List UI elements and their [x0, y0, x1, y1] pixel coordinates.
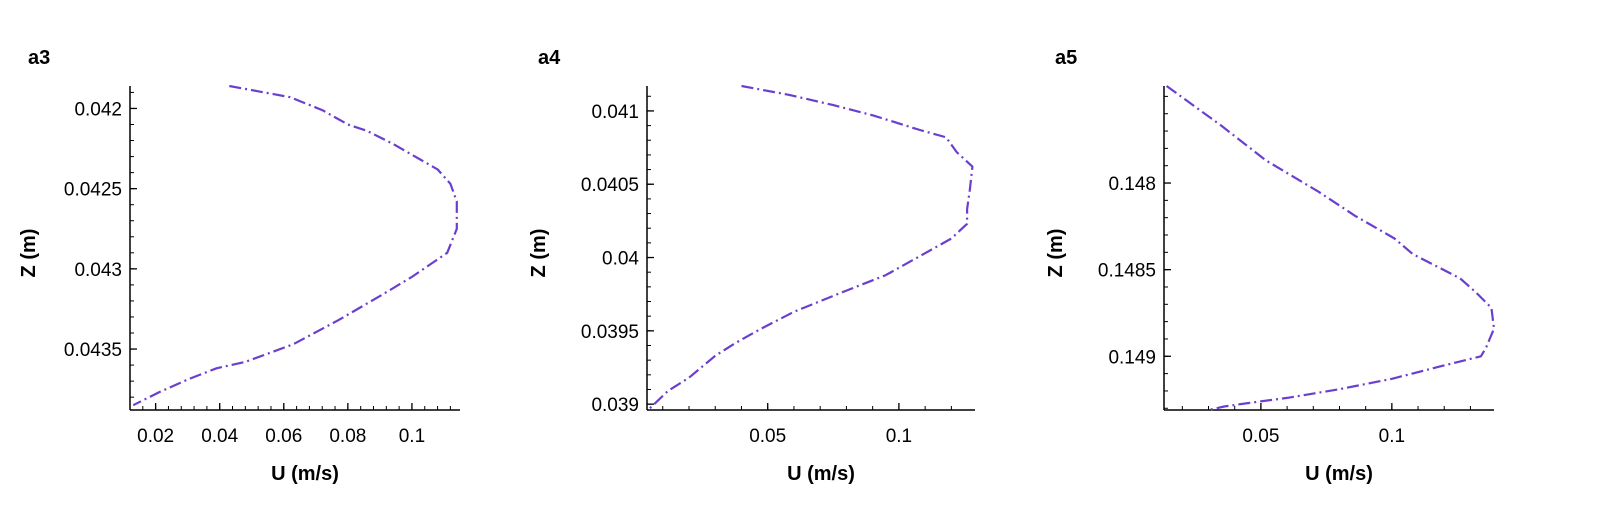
y-tick-label: 0.0405: [581, 175, 639, 196]
x-tick-label: 0.1: [1379, 426, 1405, 447]
y-tick-label: 0.043: [74, 260, 122, 281]
x-axis-title: U (m/s): [787, 463, 855, 485]
x-tick-label: 0.05: [1242, 426, 1279, 447]
panel-label: a5: [1055, 47, 1077, 69]
y-tick-label: 0.1485: [1098, 261, 1156, 282]
chart-panel-a3: 0.02 0.04 0.06 0.08 0.1 0.042 0.0425 0.043 0.043…: [18, 47, 460, 485]
x-tick-label: 0.06: [265, 426, 302, 447]
y-tick-label: 0.042: [74, 99, 122, 120]
x-tick-label: 0.1: [886, 426, 912, 447]
series-line-0: [1165, 85, 1496, 412]
y-tick-label: 0.041: [591, 102, 639, 123]
y-tick-label: 0.0425: [64, 180, 122, 201]
x-tick-label: 0.08: [329, 426, 366, 447]
chart-panel-a4: 0.05 0.1 0.039 0.0395 0.04 0.0405 0.041 a4 U (m/…: [528, 47, 975, 485]
panel-label: a4: [538, 47, 561, 69]
x-axis-title: U (m/s): [271, 463, 339, 485]
series-line-0: [132, 84, 458, 407]
y-axis-title: Z (m): [1045, 229, 1067, 278]
y-axis-title: Z (m): [528, 229, 550, 278]
y-tick-label: 0.039: [591, 395, 639, 416]
series-line-0: [648, 84, 974, 410]
x-tick-label: 0.1: [399, 426, 425, 447]
y-tick-label: 0.04: [602, 249, 639, 270]
chart-panel-a5: 0.05 0.1 0.148 0.1485 0.149 a5 U (m/s) Z (m): [1045, 47, 1496, 485]
y-tick-label: 0.149: [1108, 347, 1156, 368]
panel-label: a3: [28, 47, 50, 69]
y-axis-title: Z (m): [18, 229, 40, 278]
x-tick-label: 0.02: [137, 426, 174, 447]
y-tick-label: 0.148: [1108, 174, 1156, 195]
x-axis-title: U (m/s): [1305, 463, 1373, 485]
y-tick-label: 0.0435: [64, 340, 122, 361]
x-tick-label: 0.05: [749, 426, 786, 447]
y-tick-label: 0.0395: [581, 322, 639, 343]
x-tick-label: 0.04: [201, 426, 238, 447]
